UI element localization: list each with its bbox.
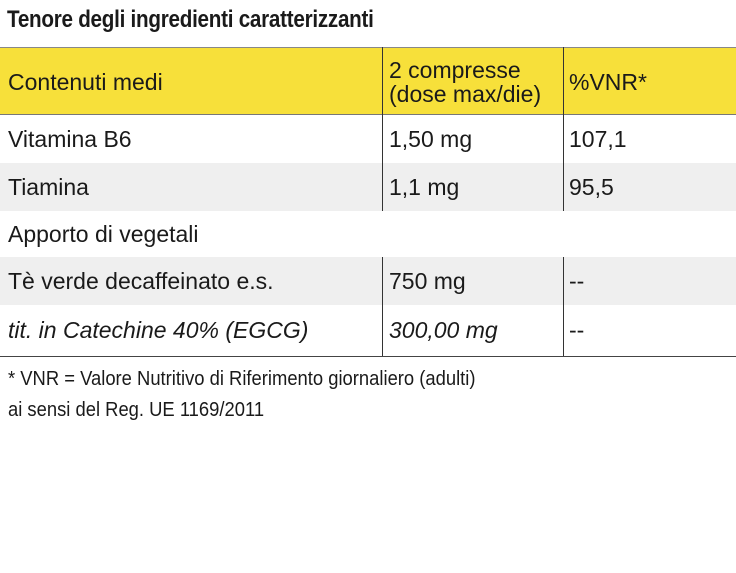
row-name: Tiamina (8, 173, 89, 200)
row-vnr: 95,5 (569, 173, 614, 200)
table-row: Tiamina 1,1 mg 95,5 (0, 163, 736, 211)
footnote-line1: * VNR = Valore Nutritivo di Riferimento … (8, 368, 476, 390)
row-name: tit. in Catechine 40% (EGCG) (8, 317, 309, 343)
table-row: Vitamina B6 1,50 mg 107,1 (0, 115, 736, 163)
ingredients-table: Contenuti medi 2 compresse (dose max/die… (0, 47, 736, 357)
page-title: Tenore degli ingredienti caratterizzanti (7, 6, 374, 33)
header-dose: 2 compresse (dose max/die) (389, 48, 564, 115)
section-row: Apporto di vegetali (0, 211, 736, 257)
row-amount: 1,50 mg (389, 125, 473, 152)
header-dose-line2: (dose max/die) (389, 80, 542, 107)
row-vnr: 107,1 (569, 125, 627, 152)
header-vnr: %VNR* (569, 68, 647, 95)
row-amount: 1,1 mg (389, 173, 460, 200)
table-header-row: Contenuti medi 2 compresse (dose max/die… (0, 47, 736, 115)
header-dose-line1: 2 compresse (389, 56, 521, 83)
section-label: Apporto di vegetali (8, 220, 199, 247)
row-vnr: -- (569, 317, 585, 343)
header-contenuti: Contenuti medi (8, 68, 163, 95)
row-vnr: -- (569, 267, 585, 294)
row-amount: 300,00 mg (389, 317, 498, 343)
header-divider (0, 114, 736, 115)
row-amount: 750 mg (389, 267, 466, 294)
footnote-line2: ai sensi del Reg. UE 1169/2011 (8, 399, 265, 421)
column-divider (563, 47, 564, 211)
row-name: Vitamina B6 (8, 125, 132, 152)
table-row: tit. in Catechine 40% (EGCG) 300,00 mg -… (0, 305, 736, 357)
column-divider (382, 257, 383, 356)
column-divider (563, 257, 564, 356)
row-name: Tè verde decaffeinato e.s. (8, 267, 274, 294)
column-divider (382, 47, 383, 211)
table-row: Tè verde decaffeinato e.s. 750 mg -- (0, 257, 736, 305)
